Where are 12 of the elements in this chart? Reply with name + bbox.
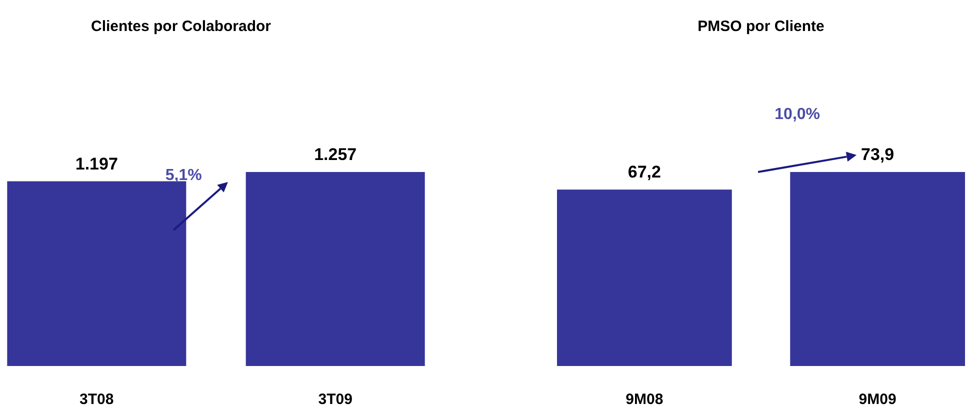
data-label: 73,9	[861, 145, 894, 164]
data-label: 1.257	[314, 145, 357, 164]
x-tick-label: 9M08	[626, 391, 664, 408]
x-tick-label: 9M09	[858, 391, 896, 408]
chart-title: PMSO por Cliente	[698, 18, 824, 35]
data-label: 67,2	[628, 162, 661, 182]
data-label: 1.197	[75, 154, 118, 174]
x-tick-label: 3T08	[80, 391, 114, 408]
annotation: 5,1%	[165, 167, 202, 184]
text: 10,0%	[774, 106, 820, 123]
chart-title: Clientes por Colaborador	[90, 18, 272, 35]
x-tick-label: 3T09	[318, 391, 352, 408]
